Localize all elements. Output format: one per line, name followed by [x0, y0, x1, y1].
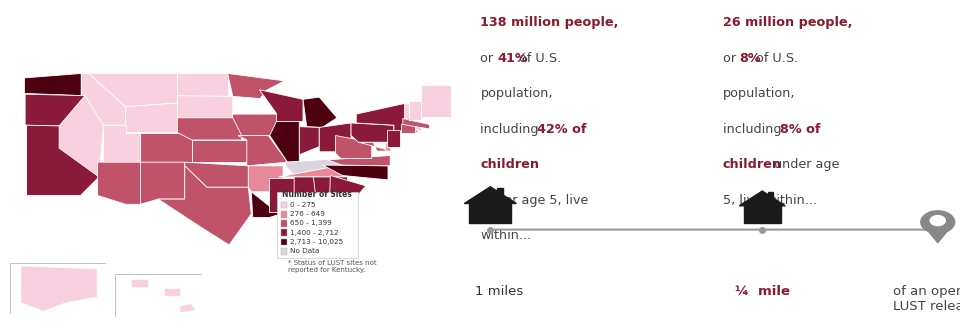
- Polygon shape: [285, 158, 341, 178]
- Polygon shape: [336, 135, 372, 158]
- Polygon shape: [140, 133, 192, 162]
- Text: or: or: [480, 52, 497, 65]
- Bar: [281, 229, 287, 236]
- Polygon shape: [303, 97, 337, 127]
- Polygon shape: [259, 90, 303, 121]
- Text: 41%: 41%: [497, 52, 528, 65]
- Text: 42% of: 42% of: [538, 123, 587, 136]
- FancyBboxPatch shape: [277, 193, 358, 258]
- Polygon shape: [278, 165, 342, 177]
- Polygon shape: [739, 191, 785, 206]
- Text: including: including: [480, 123, 543, 136]
- Polygon shape: [351, 123, 394, 142]
- Polygon shape: [60, 96, 104, 177]
- Polygon shape: [294, 177, 318, 213]
- Polygon shape: [921, 222, 954, 243]
- Polygon shape: [192, 140, 247, 162]
- Polygon shape: [21, 266, 97, 311]
- Text: No Data: No Data: [290, 248, 319, 254]
- Polygon shape: [403, 103, 418, 118]
- Polygon shape: [238, 135, 287, 166]
- Text: 1,400 - 2,712: 1,400 - 2,712: [290, 230, 338, 236]
- Polygon shape: [387, 130, 399, 147]
- Polygon shape: [403, 118, 429, 129]
- Bar: [496, 188, 503, 196]
- Polygon shape: [178, 73, 228, 96]
- Polygon shape: [164, 288, 180, 296]
- Bar: [281, 220, 287, 227]
- Text: 8% of: 8% of: [780, 123, 820, 136]
- Polygon shape: [232, 114, 279, 135]
- Text: 138 million people,: 138 million people,: [480, 16, 619, 30]
- Text: or: or: [723, 52, 740, 65]
- Text: * Status of LUST sites not
reported for Kentucky.: * Status of LUST sites not reported for …: [288, 260, 377, 273]
- Polygon shape: [27, 125, 99, 195]
- Polygon shape: [270, 121, 300, 162]
- Text: of U.S.: of U.S.: [516, 52, 562, 65]
- Polygon shape: [249, 166, 283, 192]
- Text: 0 - 275: 0 - 275: [290, 202, 315, 208]
- Polygon shape: [178, 118, 242, 140]
- Polygon shape: [327, 155, 390, 166]
- Polygon shape: [299, 207, 355, 255]
- Text: within...: within...: [480, 229, 532, 242]
- Polygon shape: [356, 103, 418, 133]
- Polygon shape: [409, 101, 421, 120]
- Text: children: children: [723, 158, 781, 171]
- Polygon shape: [140, 162, 184, 204]
- Polygon shape: [420, 85, 451, 117]
- Text: under age: under age: [771, 158, 840, 171]
- Polygon shape: [252, 192, 288, 221]
- Polygon shape: [24, 73, 82, 96]
- Polygon shape: [320, 123, 351, 152]
- Polygon shape: [184, 162, 249, 187]
- Circle shape: [930, 215, 946, 226]
- Text: population,: population,: [723, 87, 795, 100]
- Polygon shape: [313, 177, 348, 213]
- Text: 26 million people,: 26 million people,: [723, 16, 852, 30]
- Bar: [281, 211, 287, 217]
- Text: Number of Sites: Number of Sites: [281, 190, 351, 199]
- Text: including: including: [723, 123, 785, 136]
- Polygon shape: [104, 125, 140, 162]
- Circle shape: [921, 211, 954, 233]
- Bar: [469, 203, 512, 223]
- Polygon shape: [82, 73, 126, 125]
- Polygon shape: [300, 127, 320, 155]
- Polygon shape: [323, 165, 388, 180]
- Polygon shape: [228, 73, 284, 99]
- Polygon shape: [25, 94, 85, 126]
- Bar: [744, 206, 780, 223]
- Text: 1 miles: 1 miles: [475, 285, 524, 298]
- Polygon shape: [158, 166, 252, 245]
- Polygon shape: [132, 279, 148, 287]
- Polygon shape: [358, 142, 392, 151]
- Text: children: children: [480, 158, 540, 171]
- Text: of U.S.: of U.S.: [752, 52, 798, 65]
- Bar: [281, 202, 287, 208]
- Polygon shape: [98, 162, 140, 204]
- Polygon shape: [465, 187, 516, 203]
- Text: under age 5, live: under age 5, live: [480, 194, 588, 207]
- Polygon shape: [329, 175, 366, 199]
- Polygon shape: [88, 73, 178, 107]
- Polygon shape: [180, 304, 196, 313]
- Polygon shape: [415, 125, 420, 130]
- Text: 5, live within...: 5, live within...: [723, 194, 817, 207]
- Text: of an open
LUST release.: of an open LUST release.: [893, 285, 960, 313]
- Text: 2,713 - 10,025: 2,713 - 10,025: [290, 239, 343, 245]
- Bar: [281, 248, 287, 255]
- Polygon shape: [386, 141, 392, 151]
- Text: 8%: 8%: [740, 52, 761, 65]
- Polygon shape: [269, 178, 296, 213]
- Bar: [768, 192, 774, 200]
- Text: population,: population,: [480, 87, 553, 100]
- Text: 650 - 1,399: 650 - 1,399: [290, 220, 331, 227]
- Polygon shape: [126, 103, 178, 133]
- Bar: [281, 239, 287, 245]
- Polygon shape: [178, 96, 232, 118]
- Text: 276 - 649: 276 - 649: [290, 211, 324, 217]
- Text: ¼  mile: ¼ mile: [735, 285, 790, 298]
- Polygon shape: [401, 124, 416, 133]
